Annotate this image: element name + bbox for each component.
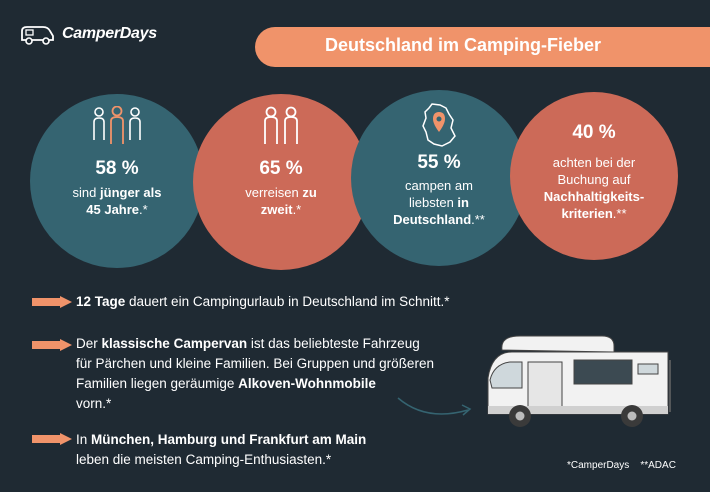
stat-circle-age: 58 % sind jünger als 45 Jahre.*	[30, 94, 204, 268]
stat-circle-sustainability: 40 % achten bei der Buchung auf Nachhalt…	[510, 92, 678, 260]
arrow-icon	[32, 433, 72, 445]
stat-text: campen am liebsten in Deutschland.**	[393, 178, 485, 227]
stat-circle-couples: 65 % verreisen zu zweit.*	[193, 94, 369, 270]
fact-duration: 12 Tage dauert ein Campingurlaub in Deut…	[76, 294, 450, 309]
stat-circle-germany: 55 % campen am liebsten in Deutschland.*…	[351, 90, 527, 266]
camper-logo-icon	[21, 26, 54, 45]
curved-arrow-icon	[397, 397, 472, 416]
stat-text: verreisen zu zweit.*	[245, 185, 317, 217]
arrow-icon	[32, 296, 72, 308]
germany-map-pin-icon	[422, 103, 456, 147]
stat-percent: 40 %	[572, 122, 616, 143]
fact-cities: In München, Hamburg und Frankfurt am Mai…	[76, 432, 367, 467]
stat-text: achten bei der Buchung auf Nachhaltigkei…	[543, 155, 645, 221]
title-banner: Deutschland im Camping-Fieber	[255, 27, 710, 67]
motorhome-icon	[487, 335, 671, 427]
logo: CamperDays	[18, 22, 157, 46]
stat-text: sind jünger als 45 Jahre.*	[72, 185, 162, 217]
people-group-icon	[93, 106, 141, 144]
fact-campervan: Der klassische Campervan ist das beliebt…	[76, 336, 434, 411]
stat-percent: 55 %	[417, 152, 461, 173]
stat-percent: 65 %	[259, 158, 303, 179]
logo-text: CamperDays	[62, 25, 157, 42]
stat-percent: 58 %	[95, 158, 139, 179]
arrow-icon	[32, 339, 72, 351]
footnote: *CamperDays **ADAC	[567, 460, 676, 471]
page-title: Deutschland im Camping-Fieber	[325, 35, 602, 55]
couple-icon	[264, 106, 298, 144]
